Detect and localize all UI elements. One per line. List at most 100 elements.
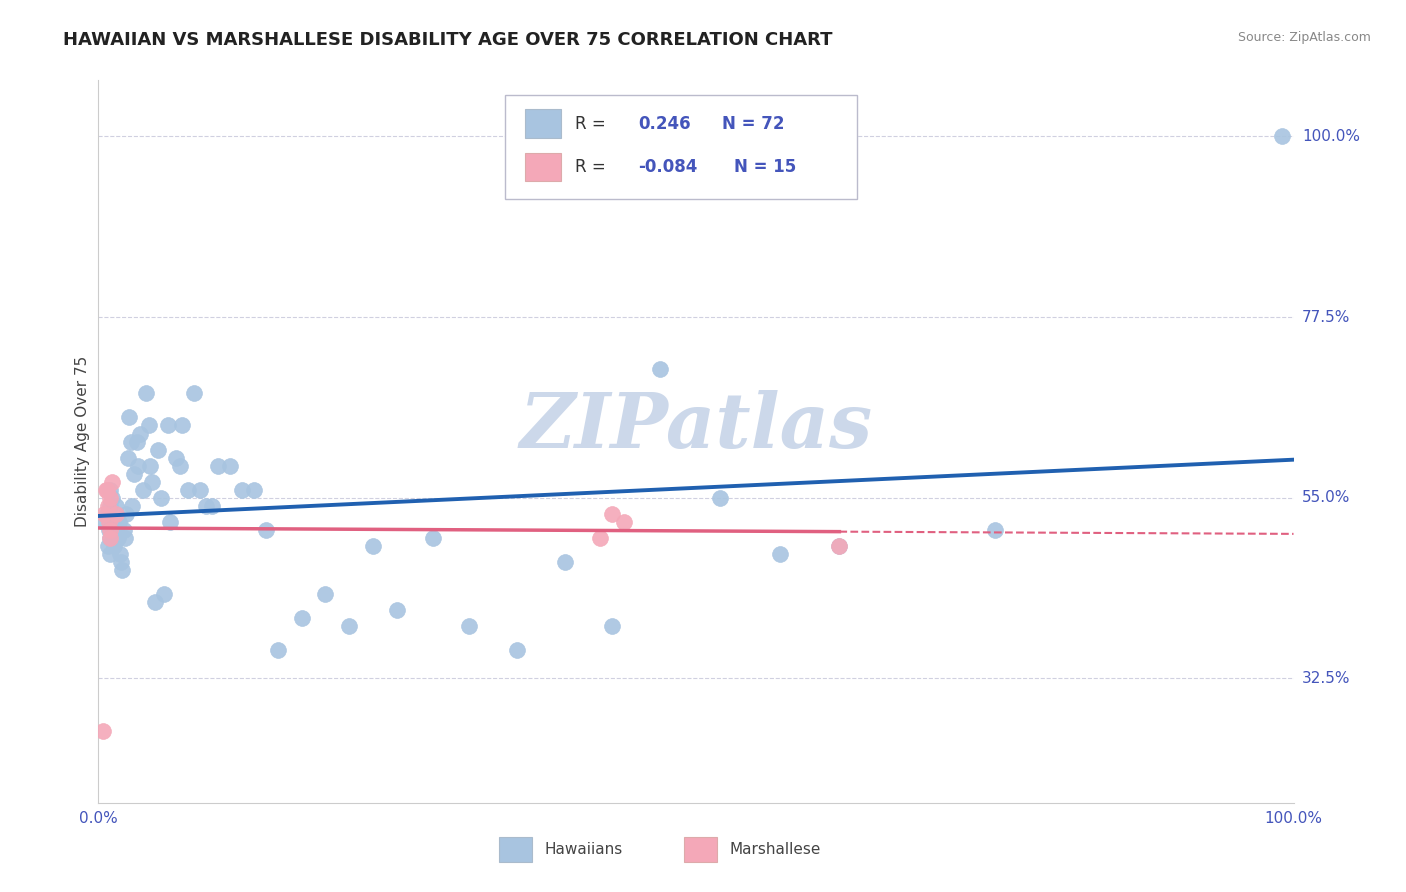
Point (98, 515, 121, 529)
Point (117, 450, 139, 465)
Point (105, 523, 128, 537)
Text: R =: R = (575, 158, 606, 176)
Point (97, 499, 120, 513)
Point (231, 483, 253, 497)
Point (101, 523, 124, 537)
Point (131, 483, 153, 497)
Point (124, 467, 146, 481)
Point (143, 595, 166, 609)
Point (127, 458, 149, 473)
Point (188, 483, 211, 497)
Point (135, 386, 157, 401)
Point (828, 539, 851, 553)
Point (177, 483, 200, 497)
Point (828, 539, 851, 553)
FancyBboxPatch shape (499, 837, 533, 863)
Point (159, 515, 181, 529)
FancyBboxPatch shape (524, 109, 561, 138)
Point (91, 723, 114, 738)
Point (98, 483, 122, 497)
Point (243, 483, 266, 497)
Point (506, 643, 529, 657)
Point (100, 491, 122, 505)
Point (554, 555, 576, 569)
Point (96, 483, 118, 497)
Point (385, 603, 409, 617)
Text: N = 15: N = 15 (734, 158, 796, 176)
Point (96, 507, 118, 521)
Point (105, 499, 128, 513)
Point (768, 547, 790, 561)
FancyBboxPatch shape (524, 153, 561, 181)
Point (98, 491, 122, 505)
Text: HAWAIIAN VS MARSHALLESE DISABILITY AGE OVER 75 CORRELATION CHART: HAWAIIAN VS MARSHALLESE DISABILITY AGE O… (63, 31, 832, 49)
Point (125, 434, 148, 449)
Text: 100.0%: 100.0% (1302, 129, 1360, 144)
Point (169, 458, 191, 473)
Point (107, 515, 129, 529)
Point (118, 410, 141, 425)
Point (98, 531, 122, 545)
Point (104, 515, 127, 529)
Point (97, 539, 120, 553)
Point (339, 619, 361, 633)
Point (115, 507, 138, 521)
Point (613, 515, 636, 529)
Point (195, 499, 218, 513)
Point (141, 475, 163, 489)
FancyBboxPatch shape (685, 837, 717, 863)
Point (111, 563, 134, 577)
Point (149, 491, 172, 505)
Point (153, 587, 176, 601)
Point (107, 531, 129, 545)
Y-axis label: Disability Age Over 75: Disability Age Over 75 (75, 356, 90, 527)
Point (112, 523, 135, 537)
Point (98, 499, 122, 513)
Point (172, 418, 194, 433)
Point (98, 523, 121, 537)
Text: 55.0%: 55.0% (1302, 491, 1350, 505)
Text: 77.5%: 77.5% (1302, 310, 1350, 325)
Point (94, 483, 117, 497)
Point (148, 442, 170, 457)
Text: 0.246: 0.246 (638, 115, 692, 133)
Point (589, 531, 612, 545)
Point (138, 418, 160, 433)
Point (602, 507, 624, 521)
Point (114, 531, 136, 545)
Point (254, 523, 277, 537)
Point (183, 386, 205, 401)
Point (984, 523, 1007, 537)
Text: 32.5%: 32.5% (1302, 671, 1350, 686)
Point (1271, 129, 1294, 144)
Text: Source: ZipAtlas.com: Source: ZipAtlas.com (1237, 31, 1371, 45)
Point (267, 643, 290, 657)
Point (291, 611, 314, 625)
Point (129, 426, 152, 441)
Text: Hawaiians: Hawaiians (544, 842, 623, 857)
Point (105, 507, 128, 521)
Point (108, 547, 131, 561)
Point (422, 531, 444, 545)
Point (98, 523, 122, 537)
Point (165, 450, 187, 465)
Point (648, 362, 672, 376)
Point (110, 555, 132, 569)
Point (315, 587, 337, 601)
Point (156, 418, 179, 433)
Point (120, 434, 142, 449)
Point (101, 531, 124, 545)
Text: Marshallese: Marshallese (730, 842, 821, 857)
Point (458, 619, 481, 633)
Text: ZIPatlas: ZIPatlas (519, 390, 873, 464)
Point (93, 507, 115, 521)
Point (709, 491, 731, 505)
Point (207, 458, 229, 473)
Point (363, 539, 385, 553)
FancyBboxPatch shape (505, 95, 858, 200)
Point (100, 475, 122, 489)
Point (139, 458, 162, 473)
Text: R =: R = (575, 115, 606, 133)
Point (219, 458, 242, 473)
Point (121, 499, 143, 513)
